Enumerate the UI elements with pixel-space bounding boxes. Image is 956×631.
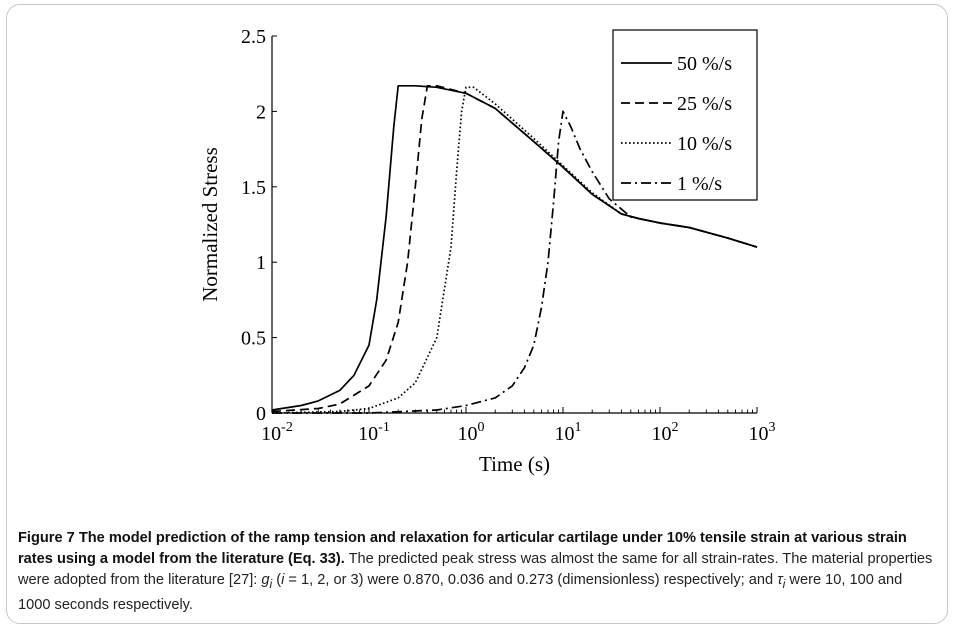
- caption-text-1: The predicted peak stress was almost the…: [18, 551, 933, 588]
- series-line-2: [271, 86, 758, 414]
- legend-box: [612, 29, 758, 201]
- x-tick-label: 100: [458, 420, 485, 445]
- caption-text-2: (: [272, 572, 282, 588]
- y-tick-label: 2.5: [241, 26, 266, 48]
- y-tick-label: 2: [256, 101, 266, 123]
- legend-label-0: 50 %/s: [677, 53, 732, 75]
- y-tick-label: 0.5: [241, 328, 266, 350]
- caption-title: Figure 7 The model prediction of the ram…: [18, 530, 907, 567]
- y-tick-label: 0: [256, 403, 266, 425]
- figure-frame: [6, 4, 948, 624]
- x-tick-label: 10-1: [358, 420, 390, 445]
- legend-label-3: 1 %/s: [677, 173, 722, 195]
- x-tick-label: 101: [555, 420, 582, 445]
- caption-sub-i-1: i: [269, 576, 273, 591]
- caption-text-3: = 1, 2, or 3) were 0.870, 0.036 and 0.27…: [284, 572, 778, 588]
- figure-caption: Figure 7 The model prediction of the ram…: [18, 528, 936, 616]
- x-tick-label: 102: [652, 420, 679, 445]
- series-line-3: [272, 110, 758, 414]
- caption-g: g: [261, 572, 270, 588]
- y-tick-label: 1: [256, 252, 266, 274]
- chart: 0 0.5 1 1.5 2 2.5 10-2 10-1 100 101 102 103 Time (s)…: [198, 26, 776, 476]
- caption-text-4: were 10, 100 and 1000 seconds respective…: [18, 572, 903, 613]
- x-axis-label: Time (s): [479, 452, 550, 476]
- caption-tau: τ: [777, 572, 783, 588]
- caption-i-var: i: [281, 572, 285, 588]
- caption-sub-i-2: i: [782, 576, 786, 591]
- legend-label-2: 10 %/s: [677, 133, 732, 155]
- x-tick-label: 103: [749, 420, 776, 445]
- legend-label-1: 25 %/s: [677, 93, 732, 115]
- x-tick-label: 10-2: [261, 420, 293, 445]
- y-tick-label: 1.5: [241, 177, 266, 199]
- y-axis-label: Normalized Stress: [198, 147, 222, 302]
